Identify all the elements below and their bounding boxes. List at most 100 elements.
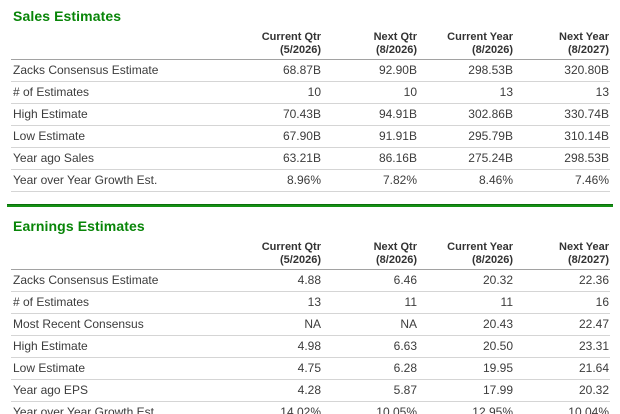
cell-value: 19.95 bbox=[418, 357, 514, 380]
cell-value: 302.86B bbox=[418, 103, 514, 126]
cell-value: 10 bbox=[226, 81, 322, 104]
column-period: (8/2026) bbox=[472, 43, 513, 56]
table-row: Zacks Consensus Estimate 4.88 6.46 20.32 22.… bbox=[11, 269, 610, 292]
cell-value: 5.87 bbox=[322, 379, 418, 402]
column-header-current-qtr: Current Qtr (5/2026) bbox=[226, 31, 322, 60]
row-label: Year ago Sales bbox=[11, 147, 226, 170]
column-period: (8/2027) bbox=[568, 43, 609, 56]
column-period: (5/2026) bbox=[280, 43, 321, 56]
cell-value: 298.53B bbox=[418, 59, 514, 82]
table-row: # of Estimates 10 10 13 13 bbox=[11, 81, 610, 104]
table-row: Most Recent Consensus NA NA 20.43 22.47 bbox=[11, 313, 610, 336]
column-label: Current Year bbox=[447, 31, 513, 43]
cell-value: 8.46% bbox=[418, 169, 514, 192]
section-title-sales: Sales Estimates bbox=[13, 8, 122, 24]
column-header-row: Current Qtr (5/2026) Next Qtr (8/2026) C… bbox=[11, 241, 610, 270]
cell-value: 13 bbox=[514, 81, 610, 104]
row-label: High Estimate bbox=[11, 335, 226, 358]
table-row: Low Estimate 4.75 6.28 19.95 21.64 bbox=[11, 357, 610, 380]
table-row: # of Estimates 13 11 11 16 bbox=[11, 291, 610, 314]
cell-value: 6.63 bbox=[322, 335, 418, 358]
row-label: Year over Year Growth Est. bbox=[11, 169, 226, 192]
row-label: Zacks Consensus Estimate bbox=[11, 59, 226, 82]
column-label: Next Year bbox=[559, 31, 609, 43]
column-label: Current Qtr bbox=[261, 31, 321, 43]
column-header-current-qtr: Current Qtr (5/2026) bbox=[226, 241, 322, 270]
table-row: Low Estimate 67.90B 91.91B 295.79B 310.14B bbox=[11, 125, 610, 148]
cell-value: 330.74B bbox=[514, 103, 610, 126]
cell-value: NA bbox=[226, 313, 322, 336]
cell-value: 10 bbox=[322, 81, 418, 104]
table-row: High Estimate 70.43B 94.91B 302.86B 330.74B bbox=[11, 103, 610, 126]
column-label: Next Year bbox=[559, 241, 609, 253]
row-label: # of Estimates bbox=[11, 81, 226, 104]
column-period: (8/2026) bbox=[376, 253, 417, 266]
cell-value: 14.02% bbox=[226, 401, 322, 414]
cell-value: 22.47 bbox=[514, 313, 610, 336]
cell-value: 10.05% bbox=[322, 401, 418, 414]
cell-value: 70.43B bbox=[226, 103, 322, 126]
cell-value: 86.16B bbox=[322, 147, 418, 170]
cell-value: 20.43 bbox=[418, 313, 514, 336]
column-header-current-year: Current Year (8/2026) bbox=[418, 241, 514, 270]
column-label: Next Qtr bbox=[373, 241, 417, 253]
cell-value: 7.82% bbox=[322, 169, 418, 192]
cell-value: 91.91B bbox=[322, 125, 418, 148]
cell-value: 17.99 bbox=[418, 379, 514, 402]
row-label: Year over Year Growth Est. bbox=[11, 401, 226, 414]
column-header-next-year: Next Year (8/2027) bbox=[514, 241, 610, 270]
row-label: Year ago EPS bbox=[11, 379, 226, 402]
cell-value: 6.46 bbox=[322, 269, 418, 292]
cell-value: 13 bbox=[418, 81, 514, 104]
column-label: Current Year bbox=[447, 241, 513, 253]
row-label: High Estimate bbox=[11, 103, 226, 126]
cell-value: 4.88 bbox=[226, 269, 322, 292]
cell-value: 63.21B bbox=[226, 147, 322, 170]
cell-value: 20.32 bbox=[418, 269, 514, 292]
row-label-header bbox=[11, 241, 226, 270]
cell-value: 23.31 bbox=[514, 335, 610, 358]
section-title-earnings: Earnings Estimates bbox=[13, 218, 145, 234]
sales-estimates-section: Sales Estimates Current Qtr (5/2026) Nex… bbox=[7, 8, 613, 207]
cell-value: 22.36 bbox=[514, 269, 610, 292]
cell-value: 4.98 bbox=[226, 335, 322, 358]
column-header-next-year: Next Year (8/2027) bbox=[514, 31, 610, 60]
row-label: Most Recent Consensus bbox=[11, 313, 226, 336]
cell-value: 10.04% bbox=[514, 401, 610, 414]
column-period: (8/2026) bbox=[472, 253, 513, 266]
row-label: Low Estimate bbox=[11, 357, 226, 380]
cell-value: 6.28 bbox=[322, 357, 418, 380]
earnings-estimates-table: Current Qtr (5/2026) Next Qtr (8/2026) C… bbox=[11, 241, 610, 414]
cell-value: 320.80B bbox=[514, 59, 610, 82]
column-header-row: Current Qtr (5/2026) Next Qtr (8/2026) C… bbox=[11, 31, 610, 60]
cell-value: NA bbox=[322, 313, 418, 336]
cell-value: 11 bbox=[322, 291, 418, 314]
cell-value: 8.96% bbox=[226, 169, 322, 192]
row-label-header bbox=[11, 31, 226, 60]
cell-value: 20.50 bbox=[418, 335, 514, 358]
row-label: Low Estimate bbox=[11, 125, 226, 148]
row-label: # of Estimates bbox=[11, 291, 226, 314]
column-header-next-qtr: Next Qtr (8/2026) bbox=[322, 31, 418, 60]
cell-value: 275.24B bbox=[418, 147, 514, 170]
cell-value: 94.91B bbox=[322, 103, 418, 126]
table-row: Year ago Sales 63.21B 86.16B 275.24B 298.53B bbox=[11, 147, 610, 170]
cell-value: 92.90B bbox=[322, 59, 418, 82]
cell-value: 68.87B bbox=[226, 59, 322, 82]
column-period: (8/2027) bbox=[568, 253, 609, 266]
sales-estimates-table: Current Qtr (5/2026) Next Qtr (8/2026) C… bbox=[11, 31, 610, 192]
table-row: Year over Year Growth Est. 14.02% 10.05% 12… bbox=[11, 401, 610, 414]
cell-value: 7.46% bbox=[514, 169, 610, 192]
cell-value: 67.90B bbox=[226, 125, 322, 148]
section-divider-rule bbox=[7, 204, 613, 207]
cell-value: 310.14B bbox=[514, 125, 610, 148]
row-label: Zacks Consensus Estimate bbox=[11, 269, 226, 292]
table-row: Zacks Consensus Estimate 68.87B 92.90B 298.… bbox=[11, 59, 610, 82]
cell-value: 11 bbox=[418, 291, 514, 314]
cell-value: 298.53B bbox=[514, 147, 610, 170]
cell-value: 21.64 bbox=[514, 357, 610, 380]
earnings-estimates-section: Earnings Estimates Current Qtr (5/2026) … bbox=[0, 207, 620, 414]
cell-value: 295.79B bbox=[418, 125, 514, 148]
column-header-current-year: Current Year (8/2026) bbox=[418, 31, 514, 60]
